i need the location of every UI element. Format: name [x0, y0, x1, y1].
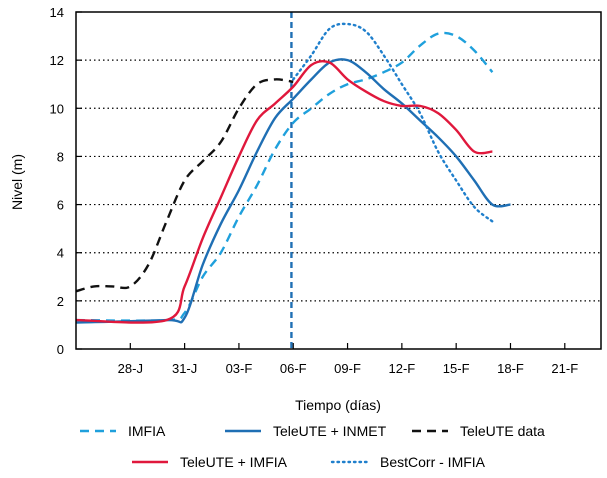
- x-tick-label: 18-F: [497, 361, 524, 376]
- x-tick-label: 06-F: [280, 361, 307, 376]
- x-axis-ticks: 28-J 31-J 03-F 06-F 09-F 12-F 15-F 18-F 21-F: [118, 343, 579, 376]
- y-tick-label: 6: [57, 198, 64, 213]
- y-tick-label: 8: [57, 149, 64, 164]
- y-tick-label: 0: [57, 342, 64, 357]
- y-tick-label: 10: [50, 101, 64, 116]
- y-axis-label: Nivel (m): [9, 154, 25, 210]
- legend: IMFIA TeleUTE + INMET TeleUTE data TeleUTE …: [80, 423, 545, 470]
- y-tick-label: 2: [57, 294, 64, 309]
- x-tick-label: 03-F: [226, 361, 253, 376]
- series-line-0: [76, 33, 492, 321]
- x-tick-label: 21-F: [551, 361, 578, 376]
- series-line-4: [293, 24, 492, 222]
- series-line-3: [76, 61, 492, 322]
- legend-label-1: TeleUTE + INMET: [273, 423, 387, 439]
- legend-label-3: TeleUTE + IMFIA: [180, 454, 288, 470]
- y-axis-ticks: 0 2 4 6 8 10 12 14: [50, 5, 82, 357]
- x-tick-label: 28-J: [118, 361, 143, 376]
- x-tick-label: 09-F: [334, 361, 361, 376]
- y-tick-label: 12: [50, 53, 64, 68]
- x-tick-label: 15-F: [443, 361, 470, 376]
- x-tick-label: 12-F: [388, 361, 415, 376]
- plot-frame: [76, 12, 601, 349]
- series-line-2: [76, 79, 293, 291]
- legend-label-2: TeleUTE data: [460, 423, 545, 439]
- x-axis-label: Tiempo (días): [295, 397, 381, 413]
- series-line-1: [76, 59, 510, 322]
- y-tick-label: 4: [57, 246, 64, 261]
- grid-lines: [76, 60, 601, 301]
- legend-label-0: IMFIA: [128, 423, 166, 439]
- series-lines: [76, 24, 510, 323]
- legend-label-4: BestCorr - IMFIA: [380, 454, 486, 470]
- x-tick-label: 31-J: [172, 361, 197, 376]
- y-tick-label: 14: [50, 5, 64, 20]
